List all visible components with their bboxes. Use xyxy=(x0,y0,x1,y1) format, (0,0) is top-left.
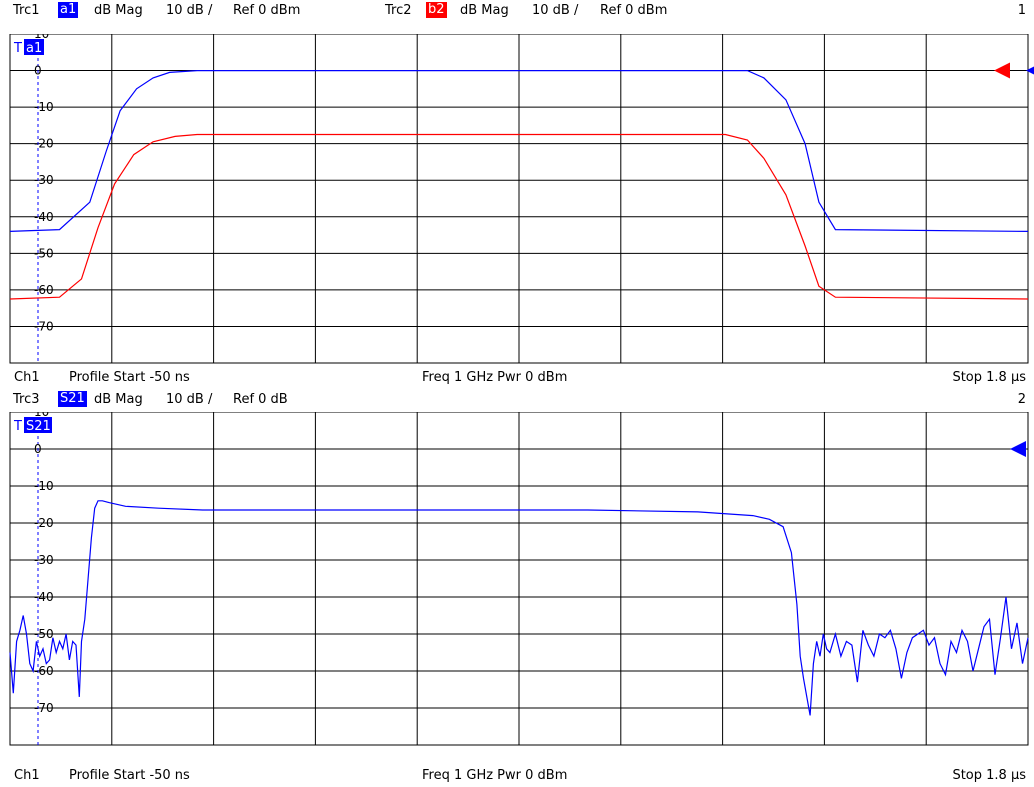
y-tick-label: 0 xyxy=(34,442,42,456)
trc3-format[interactable]: dB Mag xyxy=(94,392,143,407)
diagram2-header: Trc3 S21 dB Mag 10 dB / Ref 0 dB 2 xyxy=(0,389,1034,409)
diagram2-number: 2 xyxy=(1017,392,1026,407)
diagram1-plot[interactable]: 10 0 -10 -20 -30 -40 -50 -60 -70 T a1 xyxy=(0,34,1034,364)
ref-marker-b2[interactable] xyxy=(994,62,1010,79)
y-tick-label: -10 xyxy=(34,100,54,114)
diagram1-stop[interactable]: Stop 1.8 µs xyxy=(952,370,1026,385)
trc1-scale[interactable]: 10 dB / xyxy=(166,3,213,18)
y-tick-label: -50 xyxy=(34,627,54,641)
trc2-ref[interactable]: Ref 0 dBm xyxy=(600,3,668,18)
trc3-meas-badge[interactable]: S21 xyxy=(58,391,87,407)
ref-marker-S21[interactable] xyxy=(1010,441,1026,457)
trace-b2[interactable] xyxy=(9,133,1029,300)
diagram2-footer: Ch1 Profile Start -50 ns Freq 1 GHz Pwr … xyxy=(0,767,1034,787)
trace-a1[interactable] xyxy=(9,69,1029,232)
y-tick-label: -60 xyxy=(34,283,54,297)
diagram1-footer: Ch1 Profile Start -50 ns Freq 1 GHz Pwr … xyxy=(0,369,1034,389)
y-tick-label: -70 xyxy=(34,319,54,333)
trc3-ref[interactable]: Ref 0 dB xyxy=(233,392,288,407)
y-tick-label: -10 xyxy=(34,479,54,493)
diagram2-channel: Ch1 xyxy=(14,768,40,783)
y-tick-label: -20 xyxy=(34,137,54,151)
diagram2-center[interactable]: Freq 1 GHz Pwr 0 dBm xyxy=(422,768,568,783)
trace-tag-badge[interactable] xyxy=(24,417,52,433)
y-tick-label: 10 xyxy=(34,412,49,419)
y-tick-label: -40 xyxy=(34,210,54,224)
y-tick-label: -30 xyxy=(34,173,54,187)
ref-marker-a1[interactable] xyxy=(1026,63,1034,79)
diagram2-stop[interactable]: Stop 1.8 µs xyxy=(952,768,1026,783)
y-tick-label: -60 xyxy=(34,664,54,678)
trc1-name[interactable]: Trc1 xyxy=(13,3,40,18)
y-tick-label: 10 xyxy=(34,34,49,41)
trc2-scale[interactable]: 10 dB / xyxy=(532,3,579,18)
diagram1-channel: Ch1 xyxy=(14,370,40,385)
diagram1-header: Trc1 a1 dB Mag 10 dB / Ref 0 dBm Trc2 b2… xyxy=(0,0,1034,20)
y-tick-label: -30 xyxy=(34,553,54,567)
y-tick-label: -70 xyxy=(34,701,54,715)
trc2-meas-badge[interactable]: b2 xyxy=(426,2,447,18)
trc2-format[interactable]: dB Mag xyxy=(460,3,509,18)
diagram1-number: 1 xyxy=(1017,3,1026,18)
trc3-name[interactable]: Trc3 xyxy=(13,392,40,407)
trc1-ref[interactable]: Ref 0 dBm xyxy=(233,3,301,18)
diagram1-start[interactable]: Profile Start -50 ns xyxy=(69,370,190,385)
trc1-format[interactable]: dB Mag xyxy=(94,3,143,18)
y-tick-label: -40 xyxy=(34,590,54,604)
trc1-meas-badge[interactable]: a1 xyxy=(58,2,79,18)
y-tick-label: -20 xyxy=(34,516,54,530)
diagram2-start[interactable]: Profile Start -50 ns xyxy=(69,768,190,783)
diagram2-plot[interactable]: 10 0 -10 -20 -30 -40 -50 -60 -70 T S21 xyxy=(0,412,1034,746)
trace-S21[interactable] xyxy=(9,500,1029,716)
y-tick-label: -50 xyxy=(34,246,54,260)
diagram1-center[interactable]: Freq 1 GHz Pwr 0 dBm xyxy=(422,370,568,385)
trace-tag-label: a1 xyxy=(26,41,42,56)
trace-tag-prefix: T xyxy=(13,41,22,56)
trace-tag-prefix: T xyxy=(13,419,22,434)
trc2-name[interactable]: Trc2 xyxy=(385,3,412,18)
trace-tag-label: S21 xyxy=(26,419,51,434)
trace-tag-badge[interactable] xyxy=(24,39,44,55)
trc3-scale[interactable]: 10 dB / xyxy=(166,392,213,407)
y-tick-label: 0 xyxy=(34,64,42,78)
